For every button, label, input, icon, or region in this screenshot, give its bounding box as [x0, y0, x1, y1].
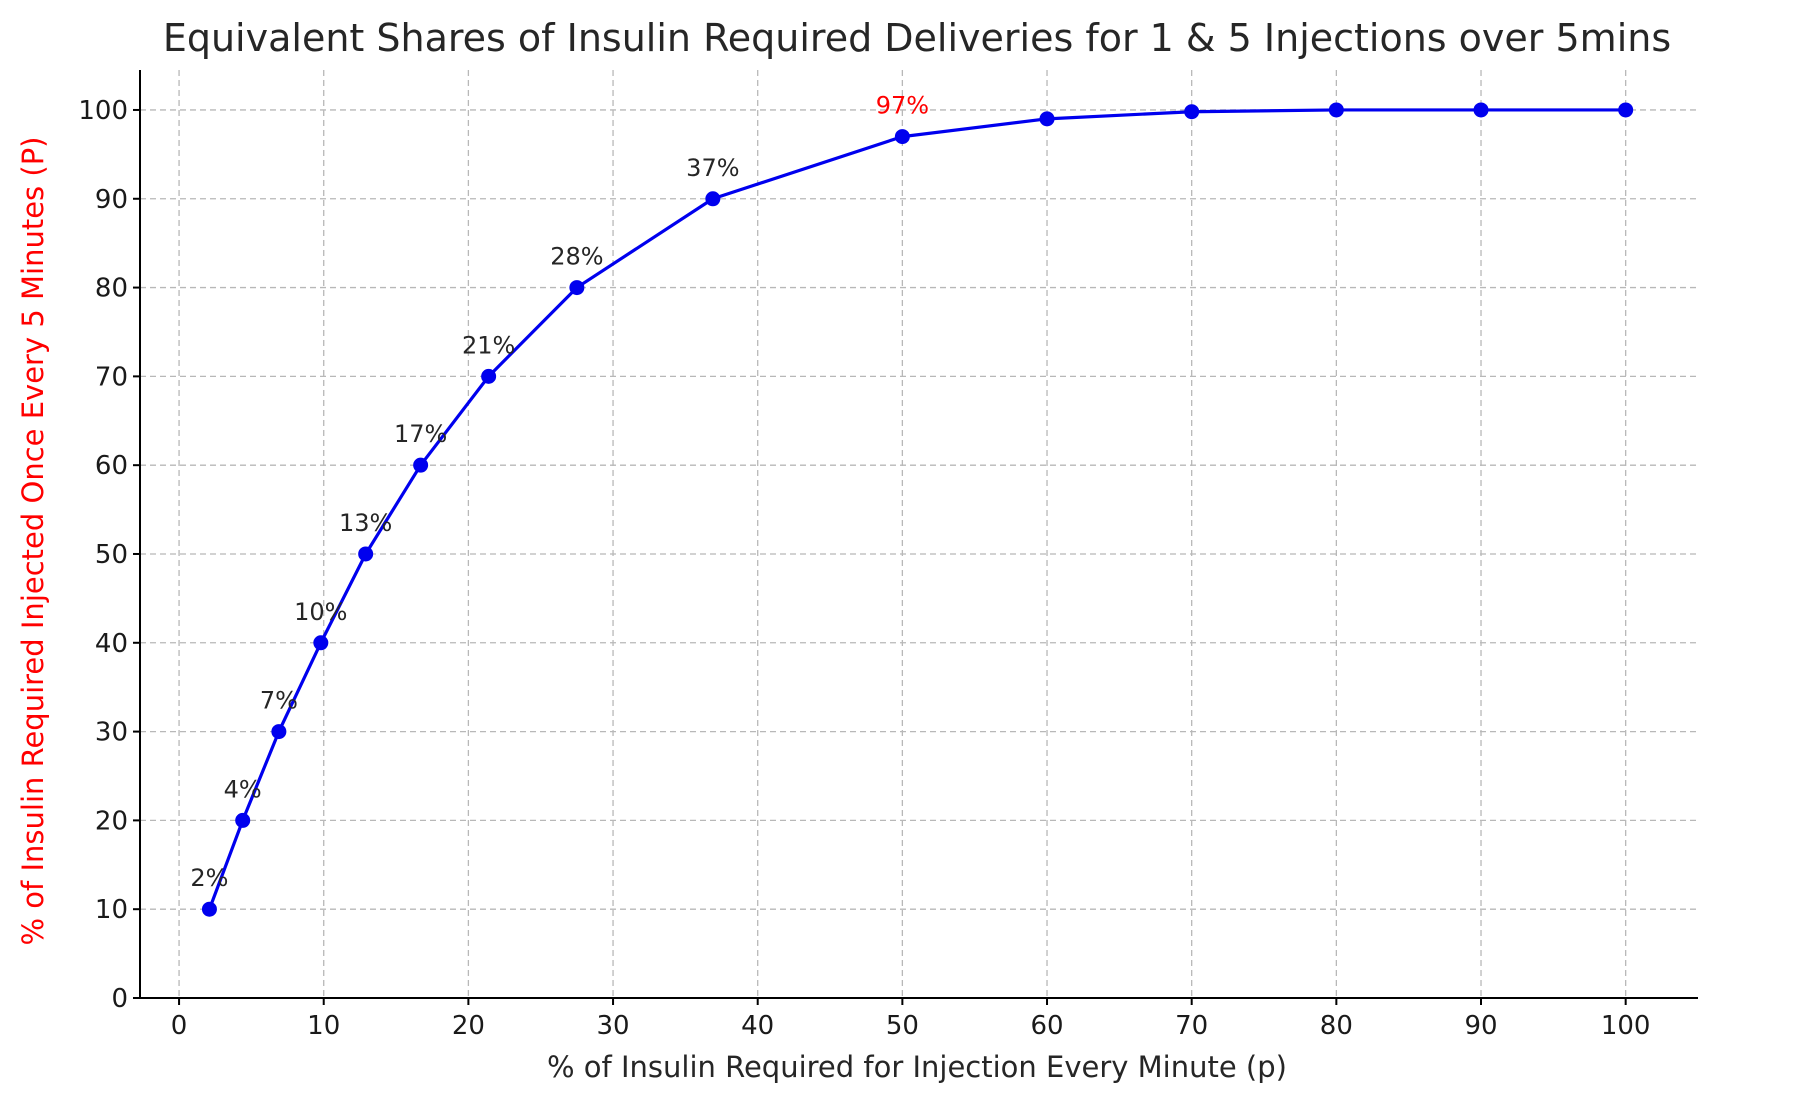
data-point	[1328, 102, 1344, 118]
y-tick-label: 100	[78, 96, 128, 126]
x-tick-label: 10	[307, 1011, 340, 1041]
y-tick-label: 0	[111, 984, 128, 1014]
data-point	[894, 129, 910, 145]
data-point	[705, 191, 721, 207]
data-label: 21%	[462, 331, 515, 359]
y-tick-label: 20	[95, 806, 128, 836]
data-label: 7%	[260, 687, 298, 715]
y-tick-label: 80	[95, 274, 128, 304]
y-tick-label: 90	[95, 185, 128, 215]
data-label: 10%	[294, 598, 347, 626]
x-axis-label: % of Insulin Required for Injection Ever…	[547, 1050, 1287, 1084]
data-point	[1039, 111, 1055, 127]
y-tick-label: 30	[95, 718, 128, 748]
data-label: 4%	[224, 775, 262, 803]
x-tick-label: 80	[1320, 1011, 1353, 1041]
y-axis-label: % of Insulin Required Injected Once Ever…	[16, 137, 50, 946]
x-tick-label: 30	[596, 1011, 629, 1041]
x-tick-label: 0	[171, 1011, 188, 1041]
x-tick-label: 60	[1030, 1011, 1063, 1041]
series-path	[207, 108, 1626, 910]
data-point	[1473, 102, 1489, 118]
y-tick-label: 10	[95, 895, 128, 925]
data-point	[413, 457, 429, 473]
y-tick-label: 50	[95, 540, 128, 570]
x-tick-label: 50	[886, 1011, 919, 1041]
data-point	[1184, 104, 1200, 120]
y-tick-label: 60	[95, 451, 128, 481]
y-tick-label: 40	[95, 629, 128, 659]
data-point	[313, 635, 329, 651]
data-point	[569, 280, 585, 296]
data-point	[201, 901, 217, 917]
axes: 0 10 20 30 40 50 60 70 80 90 100 0 10 20 30 40 50 60 70 80 9…	[78, 70, 1698, 1041]
data-label: 17%	[394, 420, 447, 448]
y-tick-label: 70	[95, 362, 128, 392]
data-point	[271, 724, 287, 740]
chart-title: Equivalent Shares of Insulin Required De…	[163, 16, 1671, 60]
grid-lines	[140, 70, 1698, 999]
data-label: 2%	[190, 864, 228, 892]
data-label: 28%	[550, 243, 603, 271]
data-point	[358, 546, 374, 562]
x-tick-label: 100	[1601, 1011, 1651, 1041]
data-label: 37%	[686, 154, 739, 182]
x-tick-label: 20	[452, 1011, 485, 1041]
data-point	[235, 812, 251, 828]
x-tick-label: 40	[741, 1011, 774, 1041]
x-tick-label: 70	[1175, 1011, 1208, 1041]
series-line	[201, 102, 1634, 917]
data-annotations: 2% 4% 7% 10% 13% 17% 21% 28% 37% 97%	[190, 92, 929, 893]
data-label: 97%	[876, 92, 929, 120]
data-point	[481, 368, 497, 384]
data-label: 13%	[339, 509, 392, 537]
data-point	[1618, 102, 1634, 118]
x-tick-label: 90	[1464, 1011, 1497, 1041]
